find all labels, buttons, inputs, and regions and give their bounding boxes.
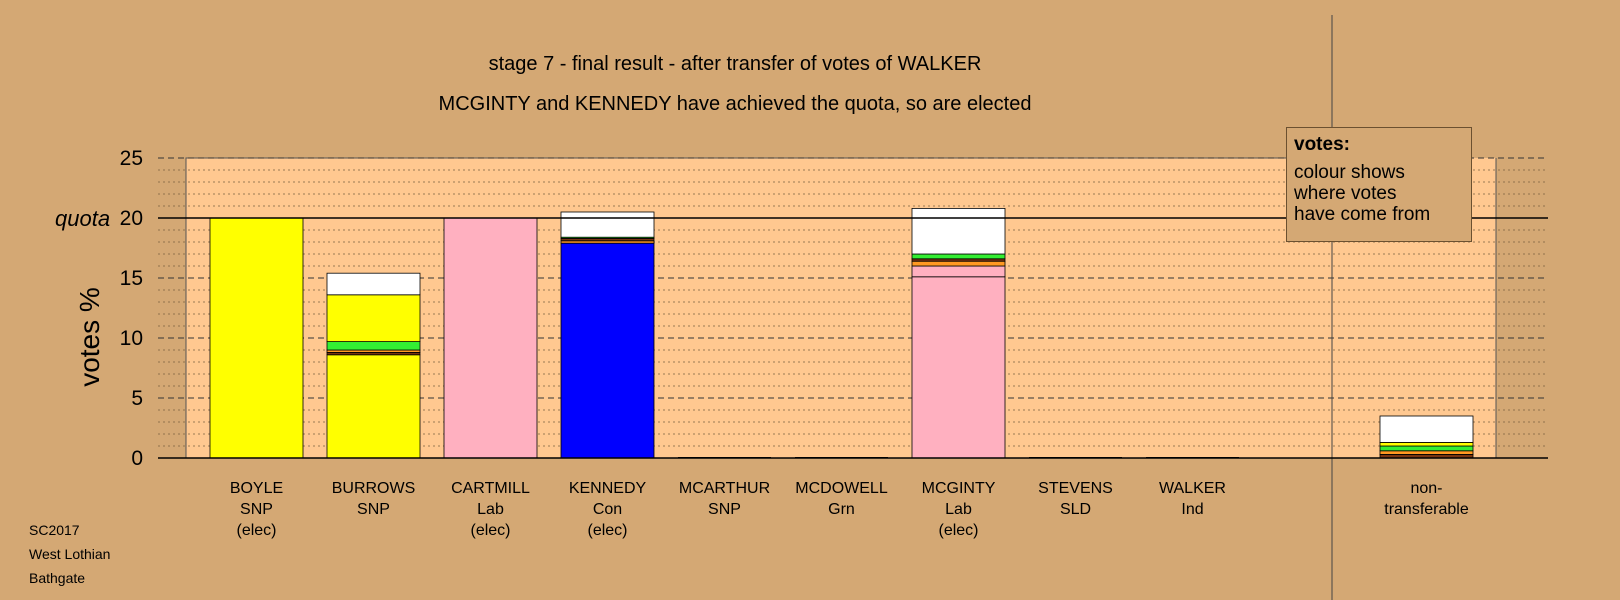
- candidate-label-line: STEVENS: [1038, 480, 1113, 497]
- legend-line: have come from: [1294, 204, 1431, 225]
- bar-cartmill-segment: [443, 217, 538, 459]
- footer-ward: Bathgate: [29, 570, 86, 586]
- candidate-label-nontransferable: non-transferable: [1367, 478, 1487, 520]
- bar-kennedy-segment: [560, 211, 655, 238]
- candidate-label-line: SLD: [1059, 501, 1092, 518]
- legend: votes: colour shows where votes have com…: [1286, 127, 1472, 242]
- candidate-label-kennedy: KENNEDY Con (elec): [548, 478, 668, 541]
- candidate-label-line: non-: [1410, 480, 1443, 497]
- footer-council: West Lothian: [29, 546, 111, 562]
- candidate-label-line: Lab: [477, 501, 504, 518]
- candidate-label-stevens: STEVENS SLD: [1016, 478, 1136, 520]
- y-tick-label: 20: [120, 207, 143, 230]
- bar-mcginty-segment: [911, 276, 1006, 459]
- y-tick-label: 25: [120, 147, 143, 170]
- bar-nontransferable-segment: [1379, 441, 1474, 447]
- candidate-label-line: KENNEDY: [568, 480, 647, 497]
- bar-mcginty-segment: [911, 265, 1006, 278]
- candidate-label-line: BOYLE: [229, 480, 284, 497]
- legend-line: colour shows: [1294, 162, 1405, 183]
- footer-year: SC2017: [29, 522, 80, 538]
- candidate-label-walker: WALKER Ind: [1133, 478, 1253, 520]
- legend-line: where votes: [1294, 183, 1397, 204]
- candidate-label-line: SNP: [240, 501, 273, 518]
- y-axis-label: votes %: [74, 287, 105, 387]
- candidate-label-line: Ind: [1181, 501, 1204, 518]
- candidate-label-line: (elec): [236, 522, 277, 539]
- candidate-label-line: Con: [592, 501, 623, 518]
- bar-mcginty-segment: [911, 260, 1006, 267]
- y-tick-label: 0: [131, 447, 143, 470]
- bar-mcginty-segment: [911, 253, 1006, 260]
- bar-nontransferable-segment: [1379, 415, 1474, 443]
- bar-boyle-segment: [209, 217, 304, 459]
- candidate-label-burrows: BURROWS SNP: [314, 478, 434, 520]
- bar-burrows-segment: [326, 354, 421, 459]
- candidate-label-line: MCARTHUR: [678, 480, 771, 497]
- candidate-label-line: transferable: [1384, 501, 1469, 518]
- candidate-label-line: CARTMILL: [451, 480, 530, 497]
- y-tick-label: 15: [120, 267, 143, 290]
- candidate-label-line: MCDOWELL: [795, 480, 888, 497]
- candidate-label-cartmill: CARTMILL Lab (elec): [431, 478, 551, 541]
- candidate-label-line: SNP: [357, 501, 390, 518]
- candidate-label-line: WALKER: [1159, 480, 1226, 497]
- bar-nontransferable-segment: [1379, 445, 1474, 452]
- candidate-label-line: (elec): [470, 522, 511, 539]
- legend-title: votes:: [1294, 134, 1350, 155]
- candidate-label-mcarthur: MCARTHUR SNP: [665, 478, 785, 520]
- candidate-label-mcdowell: MCDOWELL Grn: [782, 478, 902, 520]
- bar-kennedy-segment: [560, 242, 655, 459]
- candidate-label-line: MCGINTY: [921, 480, 996, 497]
- bar-mcginty-segment: [911, 207, 1006, 255]
- candidate-label-line: BURROWS: [331, 480, 416, 497]
- candidate-label-line: SNP: [708, 501, 741, 518]
- bar-burrows-segment: [326, 341, 421, 351]
- bar-burrows-segment: [326, 272, 421, 296]
- y-tick-label: 5: [131, 387, 143, 410]
- candidate-label-line: Lab: [945, 501, 972, 518]
- bar-nontransferable-segment: [1379, 450, 1474, 455]
- chart-title: stage 7 - final result - after transfer …: [488, 53, 982, 75]
- chart-subtitle: MCGINTY and KENNEDY have achieved the qu…: [438, 93, 1032, 115]
- y-tick-label: 10: [120, 327, 143, 350]
- candidate-label-line: (elec): [938, 522, 979, 539]
- candidate-label-line: Grn: [828, 501, 855, 518]
- bar-burrows-segment: [326, 294, 421, 342]
- candidate-label-boyle: BOYLE SNP (elec): [197, 478, 317, 541]
- candidate-label-line: (elec): [587, 522, 628, 539]
- candidate-label-mcginty: MCGINTY Lab (elec): [899, 478, 1019, 541]
- quota-label: quota: [55, 206, 111, 231]
